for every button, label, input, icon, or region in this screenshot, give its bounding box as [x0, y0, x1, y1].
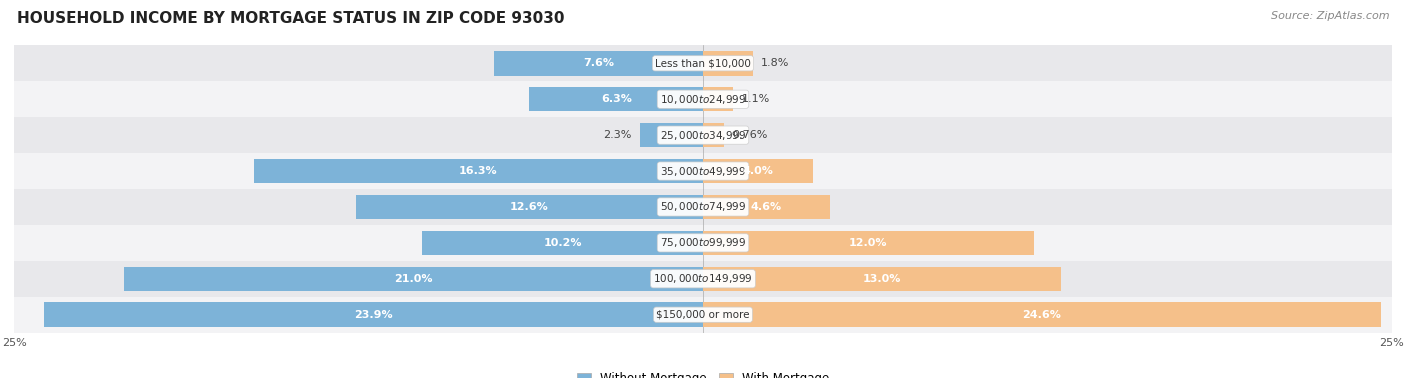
Bar [14, 297, 1392, 333]
Bar [14, 117, 1392, 153]
Text: 2.3%: 2.3% [603, 130, 631, 140]
Text: 12.6%: 12.6% [510, 202, 548, 212]
Bar [640, 123, 703, 147]
Text: Source: ZipAtlas.com: Source: ZipAtlas.com [1271, 11, 1389, 21]
Bar [703, 195, 830, 219]
Bar [422, 231, 703, 255]
Bar [703, 159, 813, 183]
Text: Less than $10,000: Less than $10,000 [655, 58, 751, 68]
Bar [494, 51, 703, 76]
Text: 21.0%: 21.0% [395, 274, 433, 284]
Bar [124, 266, 703, 291]
Text: HOUSEHOLD INCOME BY MORTGAGE STATUS IN ZIP CODE 93030: HOUSEHOLD INCOME BY MORTGAGE STATUS IN Z… [17, 11, 564, 26]
Text: 1.8%: 1.8% [761, 58, 789, 68]
Bar [703, 123, 724, 147]
Text: 4.6%: 4.6% [751, 202, 782, 212]
Text: 7.6%: 7.6% [582, 58, 614, 68]
Legend: Without Mortgage, With Mortgage: Without Mortgage, With Mortgage [572, 367, 834, 378]
Bar [356, 195, 703, 219]
Bar [703, 87, 734, 112]
Bar [530, 87, 703, 112]
Text: $75,000 to $99,999: $75,000 to $99,999 [659, 236, 747, 249]
Text: 13.0%: 13.0% [863, 274, 901, 284]
Text: 16.3%: 16.3% [460, 166, 498, 176]
Text: $150,000 or more: $150,000 or more [657, 310, 749, 320]
Bar [254, 159, 703, 183]
Bar [14, 81, 1392, 117]
Bar [14, 225, 1392, 261]
Text: 4.0%: 4.0% [742, 166, 773, 176]
Text: 1.1%: 1.1% [741, 94, 770, 104]
Bar [703, 231, 1033, 255]
Text: 0.76%: 0.76% [733, 130, 768, 140]
Bar [14, 189, 1392, 225]
Bar [14, 45, 1392, 81]
Text: $35,000 to $49,999: $35,000 to $49,999 [659, 164, 747, 178]
Text: $100,000 to $149,999: $100,000 to $149,999 [654, 272, 752, 285]
Text: 12.0%: 12.0% [849, 238, 887, 248]
Bar [703, 302, 1381, 327]
Text: 23.9%: 23.9% [354, 310, 394, 320]
Bar [703, 51, 752, 76]
Bar [703, 266, 1062, 291]
Bar [14, 261, 1392, 297]
Text: 24.6%: 24.6% [1022, 310, 1062, 320]
Text: $25,000 to $34,999: $25,000 to $34,999 [659, 129, 747, 142]
Text: $50,000 to $74,999: $50,000 to $74,999 [659, 200, 747, 214]
Bar [45, 302, 703, 327]
Bar [14, 153, 1392, 189]
Text: 10.2%: 10.2% [543, 238, 582, 248]
Text: 6.3%: 6.3% [600, 94, 631, 104]
Text: $10,000 to $24,999: $10,000 to $24,999 [659, 93, 747, 106]
